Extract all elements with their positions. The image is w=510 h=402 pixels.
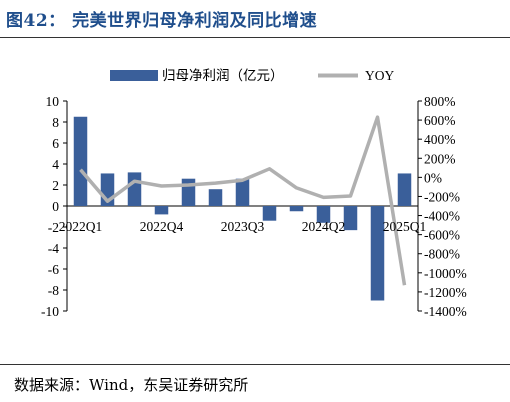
- yoy-line-series: [79, 115, 407, 286]
- right-axis-ticks: 800% 600% 400% 200% 0% -200% -400% -600% -800% -1…: [418, 94, 467, 319]
- bar-2023Q1: [181, 178, 196, 206]
- legend-bar-label: 归母净利润（亿元）: [162, 67, 284, 83]
- x-tick-label: 2022Q4: [140, 219, 184, 234]
- bar-2024Q3: [343, 206, 358, 231]
- right-tick-label: -1000%: [424, 266, 467, 281]
- right-tick-label: -1200%: [424, 285, 467, 300]
- left-tick-label: -2: [48, 220, 59, 235]
- left-tick-label: 4: [52, 157, 59, 172]
- right-tick-label: -400%: [424, 209, 460, 224]
- bar-2025Q1: [397, 173, 412, 206]
- bar-2023Q2: [208, 189, 223, 206]
- right-tick-label: 800%: [424, 94, 456, 109]
- x-tick-label: 2023Q3: [221, 219, 265, 234]
- chart-legend: 归母净利润（亿元） YOY: [110, 67, 394, 83]
- legend-bar-swatch: [110, 70, 158, 81]
- left-tick-label: -10: [41, 304, 59, 319]
- left-axis-ticks: -10 -8 -6 -4 -2 0 2 4 6 8 10: [41, 94, 67, 319]
- right-tick-label: 600%: [424, 113, 456, 128]
- bar-2023Q4: [262, 206, 277, 221]
- right-tick-label: 0%: [424, 170, 442, 185]
- x-tick-label: 2024Q2: [302, 219, 346, 234]
- x-tick-label: 2025Q1: [383, 219, 427, 234]
- legend-line-label: YOY: [365, 68, 394, 83]
- x-tick-label: 2022Q1: [59, 219, 103, 234]
- bar-2023Q3: [235, 178, 250, 206]
- right-tick-label: -200%: [424, 189, 460, 204]
- bar-2024Q2: [316, 206, 331, 223]
- bottom-rule: [0, 364, 510, 365]
- left-tick-label: 0: [52, 199, 59, 214]
- bar-2024Q4: [370, 206, 385, 301]
- left-tick-label: 8: [52, 115, 59, 130]
- bar-2024Q1: [289, 206, 304, 212]
- left-tick-label: -4: [48, 241, 59, 256]
- right-tick-label: 400%: [424, 132, 456, 147]
- bar-2022Q3: [127, 172, 142, 206]
- right-tick-label: -1400%: [424, 304, 467, 319]
- left-tick-label: 10: [46, 94, 60, 109]
- bar-series: [73, 116, 412, 301]
- right-tick-label: -600%: [424, 228, 460, 243]
- left-tick-label: 2: [52, 178, 59, 193]
- source-note: 数据来源：Wind，东吴证券研究所: [14, 376, 249, 394]
- top-rule: [0, 37, 510, 38]
- bar-2022Q4: [154, 206, 169, 215]
- left-tick-label: -8: [48, 283, 59, 298]
- right-tick-label: 200%: [424, 151, 456, 166]
- left-tick-label: 6: [52, 136, 59, 151]
- right-tick-label: -800%: [424, 247, 460, 262]
- left-tick-label: -6: [48, 262, 59, 277]
- x-axis-tick-labels: 2022Q1 2022Q4 2023Q3 2024Q2 2025Q1: [59, 219, 427, 234]
- figure-title: 图42： 完美世界归母净利润及同比增速: [6, 11, 318, 31]
- bar-2022Q1: [73, 116, 88, 206]
